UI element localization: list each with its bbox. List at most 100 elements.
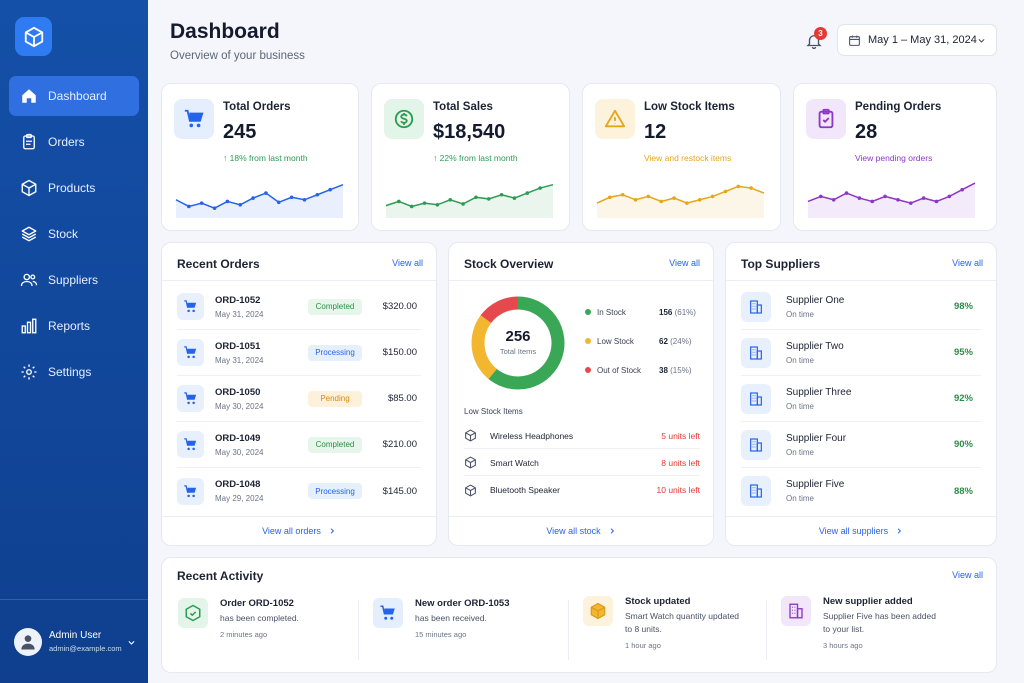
stat-link[interactable]: View pending orders: [855, 153, 933, 163]
sparkline-point: [328, 187, 332, 192]
stock-donut-chart: [471, 296, 565, 390]
low-stock-row[interactable]: Bluetooth Speaker 10 units left: [464, 477, 700, 503]
user-menu[interactable]: Admin User admin@example.com: [0, 599, 148, 683]
activity-title: New order ORD-1053: [415, 598, 510, 609]
sparkline-point: [486, 197, 491, 201]
app-logo[interactable]: [15, 17, 52, 56]
sparkline-point: [422, 201, 427, 205]
sparkline-point: [908, 201, 913, 205]
activity-item[interactable]: New order ORD-1053 has been received. 15…: [373, 598, 563, 668]
stat-card-pending-orders[interactable]: Pending Orders 28 View pending orders: [793, 83, 997, 231]
view-all-link[interactable]: View all: [669, 258, 700, 268]
cart-icon: [184, 346, 197, 359]
status-badge: Completed: [308, 436, 362, 453]
sparkline-area: [808, 183, 975, 218]
home-icon: [22, 89, 36, 103]
stat-card-total-orders[interactable]: Total Orders 245 ↑ 18% from last month: [161, 83, 359, 231]
sparkline-point: [736, 184, 741, 189]
supplier-icon-bg: [741, 429, 771, 460]
supplier-row[interactable]: Supplier Three On time 92%: [741, 376, 981, 422]
activity-item[interactable]: Stock updated Smart Watch quantity updat…: [583, 596, 763, 666]
order-icon-bg: [177, 431, 204, 458]
supplier-row[interactable]: Supplier Four On time 90%: [741, 422, 981, 468]
cart-icon: [184, 438, 197, 451]
sidebar-item-dashboard[interactable]: Dashboard: [9, 76, 139, 116]
sidebar: Dashboard Orders Products Stock Supplier…: [0, 0, 148, 683]
date-range-label: May 1 – May 31, 2024: [868, 34, 977, 46]
supplier-row[interactable]: Supplier Five On time 88%: [741, 468, 981, 514]
view-all-stock-link[interactable]: View all stock: [449, 516, 713, 545]
low-stock-name: Wireless Headphones: [490, 430, 574, 441]
sidebar-item-stock[interactable]: Stock: [9, 214, 139, 254]
donut-total: 256: [505, 328, 531, 345]
view-all-link[interactable]: View all: [392, 258, 423, 268]
supplier-name: Supplier One: [786, 294, 845, 306]
sparkline-point: [187, 204, 191, 209]
clipboard-icon: [23, 133, 35, 150]
page-subtitle: Overview of your business: [170, 50, 305, 62]
activity-item[interactable]: Order ORD-1052 has been completed. 2 min…: [178, 598, 348, 668]
building-icon: [750, 391, 762, 406]
building-icon: [750, 345, 762, 360]
view-all-orders-link[interactable]: View all orders: [162, 516, 436, 545]
low-stock-units: 8 units left: [661, 457, 700, 468]
top-suppliers-panel: Top Suppliers View all Supplier One On ti…: [725, 242, 997, 546]
chevron-right-icon: [897, 528, 902, 534]
supplier-score: 98%: [953, 301, 973, 312]
order-icon-bg: [177, 477, 204, 505]
stat-link[interactable]: View and restock items: [644, 153, 732, 163]
order-row[interactable]: ORD-1050 May 30, 2024 Pending $85.00: [177, 376, 421, 422]
view-all-suppliers-link[interactable]: View all suppliers: [726, 516, 996, 545]
order-row[interactable]: ORD-1049 May 30, 2024 Completed $210.00: [177, 422, 421, 468]
stat-label: Pending Orders: [855, 101, 942, 113]
stat-label: Total Orders: [223, 101, 291, 113]
sidebar-nav: Dashboard Orders Products Stock Supplier…: [9, 76, 139, 398]
status-badge: Pending: [308, 390, 362, 407]
sidebar-item-products[interactable]: Products: [9, 168, 139, 208]
stat-card-total-sales[interactable]: Total Sales $18,540 ↑ 22% from last mont…: [371, 83, 570, 231]
view-all-link[interactable]: View all: [952, 570, 983, 580]
low-stock-row[interactable]: Smart Watch 8 units left: [464, 450, 700, 476]
main-content: Dashboard Overview of your business 3 Ma…: [148, 0, 1024, 683]
sparkline-point: [289, 195, 294, 200]
chevron-right-icon: [330, 528, 334, 534]
donut-total-label: Total Items: [499, 347, 537, 356]
sparkline-point: [264, 191, 268, 195]
warning-icon: [604, 109, 626, 128]
stat-card-low-stock[interactable]: Low Stock Items 12 View and restock item…: [582, 83, 781, 231]
activity-item[interactable]: New supplier added Supplier Five has bee…: [781, 596, 981, 666]
low-stock-units: 5 units left: [661, 430, 700, 441]
order-row[interactable]: ORD-1051 May 31, 2024 Processing $150.00: [177, 330, 421, 376]
sparkline-point: [749, 186, 753, 190]
status-badge: Completed: [308, 298, 362, 315]
activity-icon-bg: [583, 596, 613, 626]
sidebar-item-suppliers[interactable]: Suppliers: [9, 260, 139, 300]
activity-icon-bg: [178, 598, 208, 628]
donut-segment: [488, 296, 565, 390]
user-icon: [21, 634, 35, 649]
sparkline-area: [597, 186, 764, 218]
low-stock-row[interactable]: Wireless Headphones 5 units left: [464, 423, 700, 449]
sidebar-item-settings[interactable]: Settings: [9, 352, 139, 392]
sidebar-item-reports[interactable]: Reports: [9, 306, 139, 346]
cube-icon: [21, 179, 37, 197]
sparkline-point: [461, 202, 465, 206]
order-row[interactable]: ORD-1052 May 31, 2024 Completed $320.00: [177, 284, 421, 330]
low-stock-name: Bluetooth Speaker: [490, 485, 560, 495]
stat-icon-bg: [384, 99, 424, 139]
supplier-row[interactable]: Supplier Two On time 95%: [741, 330, 981, 376]
sparkline-point: [225, 199, 230, 204]
order-date: May 30, 2024: [215, 447, 264, 457]
stat-value: $18,540: [433, 121, 506, 143]
box-icon: [465, 484, 476, 496]
supplier-row[interactable]: Supplier One On time 98%: [741, 284, 981, 330]
sparkline-point: [525, 191, 530, 195]
building-icon: [750, 437, 762, 452]
order-row[interactable]: ORD-1048 May 29, 2024 Processing $145.00: [177, 468, 421, 514]
sidebar-item-orders[interactable]: Orders: [9, 122, 139, 162]
sparkline-point: [831, 197, 836, 202]
chevron-down-icon[interactable]: [127, 638, 136, 647]
order-amount: $320.00: [382, 301, 417, 312]
view-all-link[interactable]: View all: [952, 258, 983, 268]
date-range-picker[interactable]: May 1 – May 31, 2024: [837, 24, 997, 56]
